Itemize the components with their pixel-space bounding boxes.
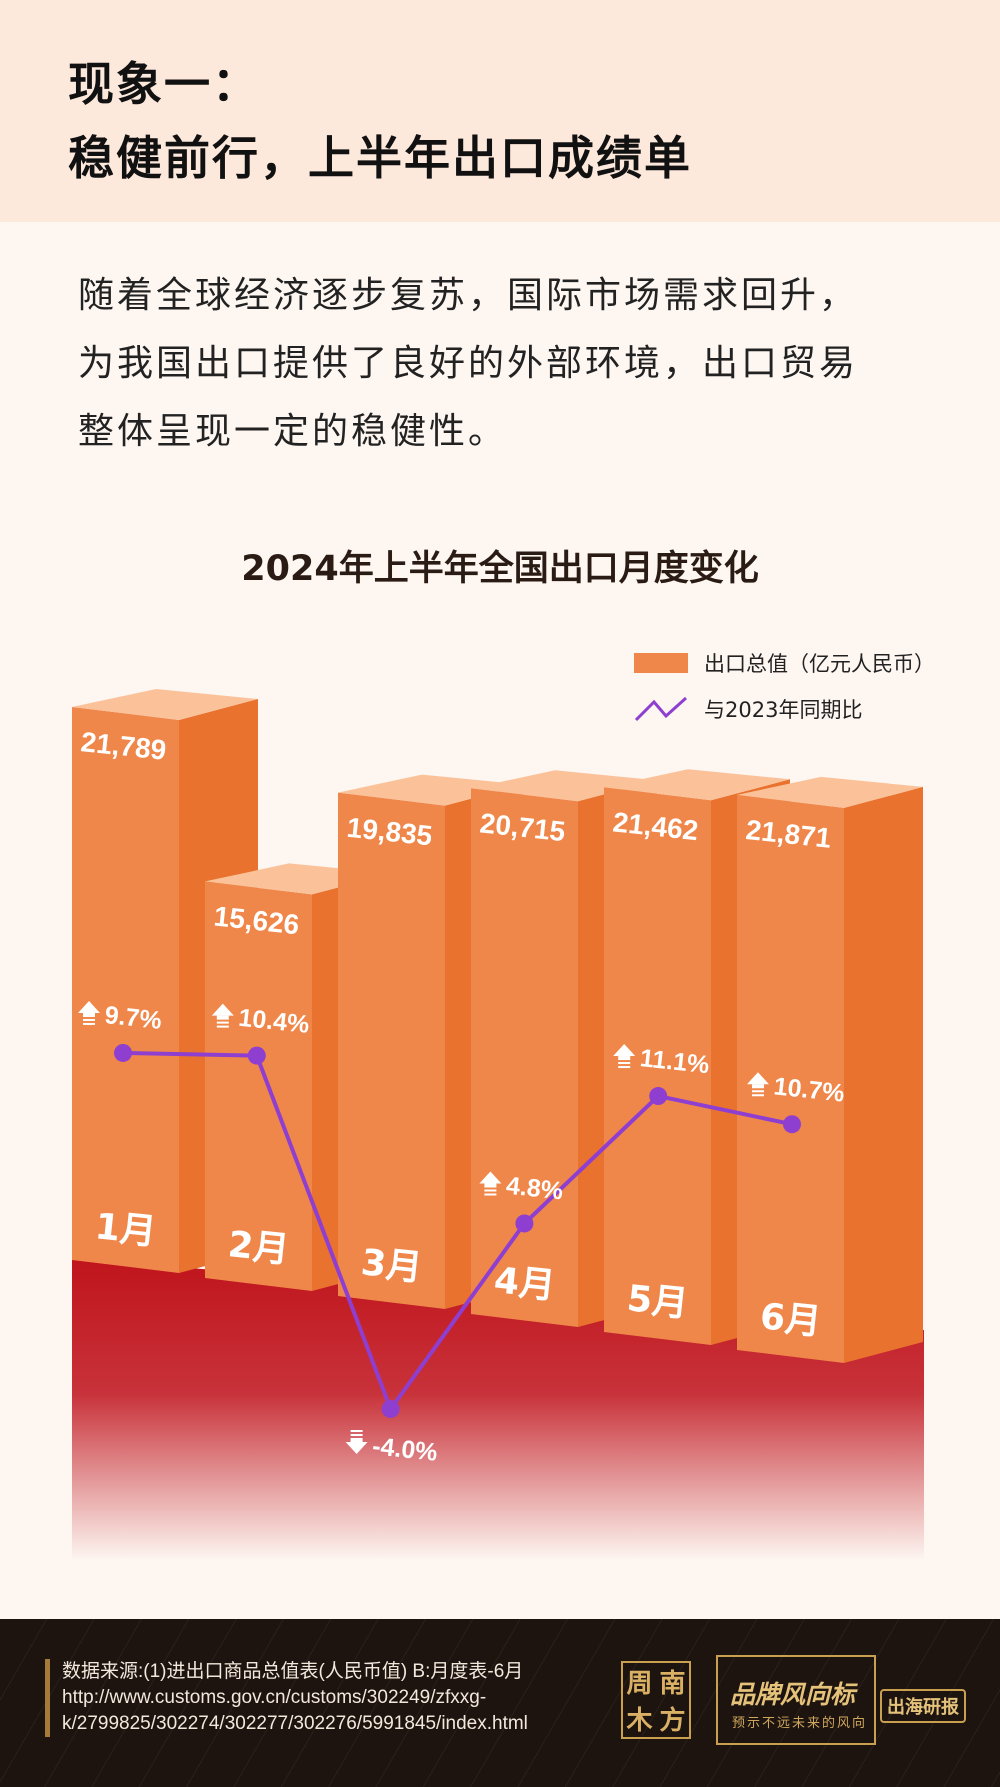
bar-front xyxy=(604,787,711,1345)
legend-bar: 出口总值（亿元人民币） xyxy=(634,648,935,678)
header-band: 现象一： 稳健前行，上半年出口成绩单 xyxy=(0,0,1000,222)
arrow-bar xyxy=(216,1015,229,1020)
seal-char: 方 xyxy=(659,1706,686,1736)
arrow-head xyxy=(747,1072,769,1085)
bar-top xyxy=(737,776,923,808)
month-label: 2月 xyxy=(226,1224,291,1271)
yoy-point xyxy=(515,1214,534,1233)
arrow-down-icon xyxy=(345,1430,368,1455)
arrow-bar xyxy=(83,1022,95,1025)
bar-front xyxy=(737,794,844,1363)
seal-logo: 周 南 木 方 xyxy=(621,1661,691,1739)
arrow-bar xyxy=(618,1056,631,1061)
bar-top xyxy=(72,688,258,720)
report-badge: 出海研报 xyxy=(880,1689,966,1723)
month-label: 6月 xyxy=(758,1296,823,1343)
arrow-up-icon xyxy=(613,1044,636,1069)
yoy-label: -4.0% xyxy=(371,1432,439,1467)
arrow-bar xyxy=(618,1062,631,1065)
legend-line: 与2023年同期比 xyxy=(634,694,862,724)
legend-line-label: 与2023年同期比 xyxy=(704,698,863,722)
section-title-line1: 现象一： xyxy=(68,57,260,111)
arrow-up-icon xyxy=(78,1000,100,1025)
chart-title: 2024年上半年全国出口月度变化 xyxy=(241,549,759,589)
yoy-point xyxy=(783,1115,801,1134)
arrow-up-icon xyxy=(479,1171,502,1196)
footer-pattern xyxy=(0,1619,1000,1787)
arrow-bar xyxy=(83,1018,95,1021)
data-source: 数据来源:(1)进出口商品总值表(人民币值) B:月度表-6月 http://w… xyxy=(45,1659,528,1737)
source-url[interactable]: http://www.customs.gov.cn/customs/302249… xyxy=(62,1687,487,1708)
seal-char: 南 xyxy=(659,1669,686,1699)
bar-front xyxy=(471,788,578,1327)
bar-front xyxy=(205,881,312,1291)
arrow-bar xyxy=(752,1084,764,1089)
seal-char: 周 xyxy=(626,1669,653,1699)
arrow-head xyxy=(345,1442,368,1455)
arrow-bar xyxy=(484,1193,497,1196)
arrow-bar xyxy=(83,1012,95,1017)
bar-top xyxy=(471,770,657,802)
arrow-head xyxy=(78,1000,100,1013)
yoy-point xyxy=(247,1046,266,1065)
yoy-label: 4.8% xyxy=(505,1172,565,1206)
yoy-line xyxy=(122,1050,793,1414)
month-label: 5月 xyxy=(625,1278,690,1325)
bar-top xyxy=(604,769,790,801)
month-label: 4月 xyxy=(492,1260,557,1307)
arrow-head xyxy=(211,1003,234,1016)
brand-slogan: 预示不远未来的风向 xyxy=(732,1716,868,1731)
arrow-bar xyxy=(484,1189,497,1192)
bar-front xyxy=(72,706,179,1273)
bar-top xyxy=(338,774,524,806)
arrow-bar xyxy=(752,1094,764,1097)
yoy-point xyxy=(381,1400,400,1419)
arrow-bar xyxy=(216,1021,229,1024)
intro-line: 为我国出口提供了良好的外部环境，出口贸易 xyxy=(78,343,859,384)
seal-char: 木 xyxy=(626,1706,653,1736)
intro-line: 整体呈现一定的稳健性。 xyxy=(78,411,508,452)
arrow-bar xyxy=(216,1025,229,1028)
section-title-line2: 稳健前行，上半年出口成绩单 xyxy=(68,131,692,185)
source-url[interactable]: k/2799825/302274/302277/302276/5991845/i… xyxy=(62,1713,528,1734)
intro-line: 随着全球经济逐步复苏，国际市场需求回升， xyxy=(78,275,859,316)
legend-bar-label: 出口总值（亿元人民币） xyxy=(704,652,935,676)
month-label: 1月 xyxy=(93,1206,158,1253)
arrow-bar xyxy=(618,1066,631,1069)
brand-logo: 品牌风向标 预示不远未来的风向 xyxy=(716,1655,876,1745)
brand-name: 品牌风向标 xyxy=(730,1680,856,1709)
arrow-up-icon xyxy=(211,1003,234,1028)
yoy-label: 9.7% xyxy=(103,1001,163,1035)
arrow-bar xyxy=(350,1430,363,1433)
legend-bar-swatch xyxy=(634,653,688,673)
source-line: 数据来源:(1)进出口商品总值表(人民币值) B:月度表-6月 xyxy=(62,1661,524,1682)
arrow-bar xyxy=(484,1183,497,1188)
arrow-bar xyxy=(752,1090,764,1093)
arrow-bar xyxy=(350,1438,363,1443)
intro-paragraph: 随着全球经济逐步复苏，国际市场需求回升， 为我国出口提供了良好的外部环境，出口贸… xyxy=(78,262,958,466)
arrow-up-icon xyxy=(747,1072,769,1097)
bar-side xyxy=(844,786,923,1363)
yoy-point xyxy=(649,1087,668,1106)
arrow-head xyxy=(613,1044,636,1057)
yoy-point xyxy=(114,1043,132,1062)
bar-front xyxy=(338,792,445,1309)
footer: 数据来源:(1)进出口商品总值表(人民币值) B:月度表-6月 http://w… xyxy=(0,1619,1000,1787)
month-label: 3月 xyxy=(359,1242,424,1289)
legend-line-icon xyxy=(634,696,688,722)
arrow-bar xyxy=(350,1434,363,1437)
arrow-head xyxy=(479,1171,502,1184)
